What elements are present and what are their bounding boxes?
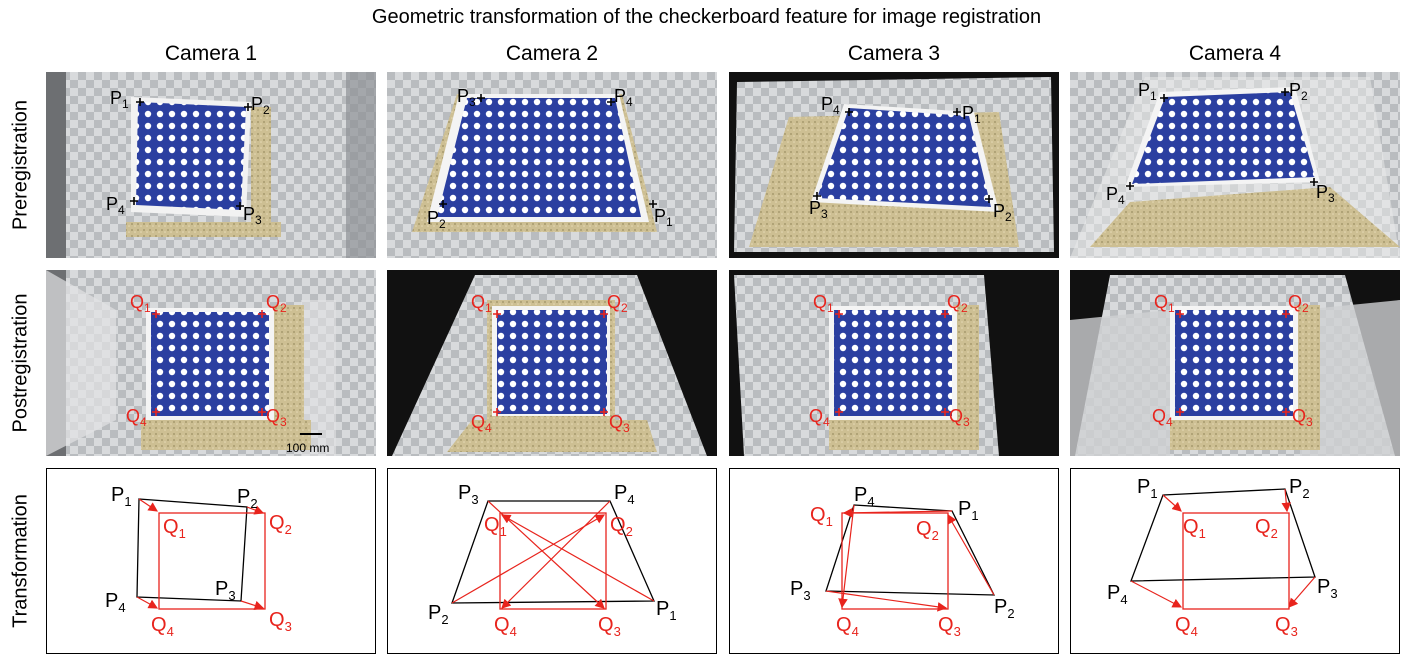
camera-1-label: Camera 1 (164, 42, 258, 65)
transformation-camera-1-diagram: P1 P2 P3 P4 Q1 Q2 Q3 Q4 (46, 468, 376, 654)
svg-text:Q2: Q2 (1255, 516, 1278, 541)
camera-2-label: Camera 2 (505, 42, 599, 65)
svg-text:Q4: Q4 (836, 614, 859, 639)
camera-3-label: Camera 3 (847, 42, 941, 65)
svg-text:Q1: Q1 (810, 504, 833, 529)
prereg-camera-3-image: P4 P1 P3 P2 (729, 72, 1059, 258)
svg-text:Q2: Q2 (610, 514, 633, 539)
svg-text:Q3: Q3 (1275, 614, 1298, 639)
svg-text:Q3: Q3 (598, 614, 621, 639)
row-label-transformation: Transformation (9, 494, 32, 628)
postreg-camera-3-image: Q1 Q2 Q3 Q4 (729, 270, 1059, 456)
svg-text:Q3: Q3 (269, 609, 292, 634)
svg-text:P3: P3 (458, 482, 479, 507)
prereg-camera-4-image: P1 P2 P3 P4 (1070, 72, 1400, 258)
svg-text:P4: P4 (614, 482, 635, 507)
svg-text:P2: P2 (994, 596, 1015, 621)
svg-text:Q2: Q2 (916, 518, 939, 543)
svg-text:P2: P2 (1289, 476, 1310, 501)
postreg-camera-2-image: Q1 Q2 Q3 Q4 (387, 270, 717, 456)
svg-text:P1: P1 (1137, 476, 1158, 501)
camera-4-label: Camera 4 (1188, 42, 1282, 65)
svg-text:Q2: Q2 (269, 512, 292, 537)
transformation-camera-3-diagram: P4 P1 P3 P2 Q1 Q2 Q3 Q4 (729, 468, 1059, 654)
postreg-camera-1-image: Q1 Q2 Q3 Q4 100 mm (46, 270, 376, 456)
row-label-preregistration: Preregistration (9, 99, 32, 231)
scale-bar-label: 100 mm (286, 441, 329, 455)
svg-text:P1: P1 (111, 484, 132, 509)
svg-text:P3: P3 (215, 578, 236, 603)
postreg-camera-4-image: Q1 Q2 Q3 Q4 (1070, 270, 1400, 456)
svg-text:Q4: Q4 (494, 614, 517, 639)
svg-text:P2: P2 (428, 602, 449, 627)
figure-title: Geometric transformation of the checkerb… (371, 6, 1042, 28)
svg-text:P3: P3 (790, 578, 811, 603)
svg-text:Q3: Q3 (938, 614, 961, 639)
svg-text:P1: P1 (656, 598, 677, 623)
svg-text:P1: P1 (958, 498, 979, 523)
svg-text:Q4: Q4 (1175, 614, 1198, 639)
svg-text:P4: P4 (1107, 582, 1128, 607)
prereg-camera-1-image: P1 P2 P3 P4 (46, 72, 376, 258)
svg-text:Q1: Q1 (163, 516, 186, 541)
svg-text:P2: P2 (237, 486, 258, 511)
svg-text:Q1: Q1 (1183, 516, 1206, 541)
row-label-postregistration: Postregistration (9, 293, 32, 433)
svg-text:P4: P4 (854, 484, 875, 509)
svg-text:Q1: Q1 (484, 514, 507, 539)
svg-text:Q4: Q4 (151, 614, 174, 639)
transformation-camera-2-diagram: P3 P4 P2 P1 Q1 Q2 Q3 Q4 (387, 468, 717, 654)
svg-text:P4: P4 (105, 590, 126, 615)
transformation-camera-4-diagram: P1 P2 P3 P4 Q1 Q2 Q3 Q4 (1070, 468, 1400, 654)
svg-text:P3: P3 (1317, 576, 1338, 601)
prereg-camera-2-image: P3 P4 P2 P1 (387, 72, 717, 258)
